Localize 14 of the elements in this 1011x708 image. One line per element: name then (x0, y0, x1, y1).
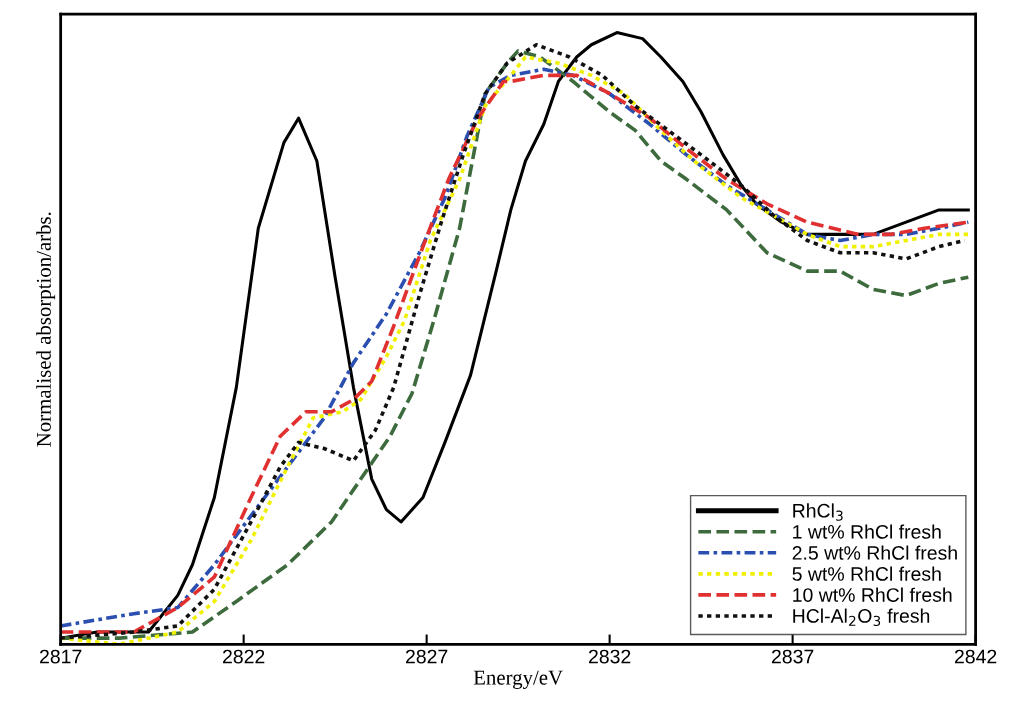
x-tick-label: 2817 (40, 649, 82, 664)
x-tick-label: 2837 (771, 649, 814, 664)
x-axis-title: Energy/eV (473, 670, 563, 689)
x-tick-label: 2822 (223, 649, 265, 664)
legend-label: 2.5 wt% RhCl fresh (792, 545, 957, 560)
legend-label: RhCl$_{3}$ (793, 503, 843, 521)
x-tick-label: 2842 (954, 649, 997, 664)
x-tick-label: 2827 (405, 649, 448, 664)
legend-label: 10 wt% RhCl fresh (793, 587, 952, 602)
legend-label: HCl-Al$_{2}$O$_{3}$ fresh (793, 608, 930, 627)
y-axis-title: Normalised absorption/arbs. (36, 212, 56, 447)
x-tick-label: 2832 (588, 649, 631, 664)
legend-label: 1 wt% RhCl fresh (793, 524, 941, 539)
legend-label: 5 wt% RhCl fresh (792, 566, 941, 581)
